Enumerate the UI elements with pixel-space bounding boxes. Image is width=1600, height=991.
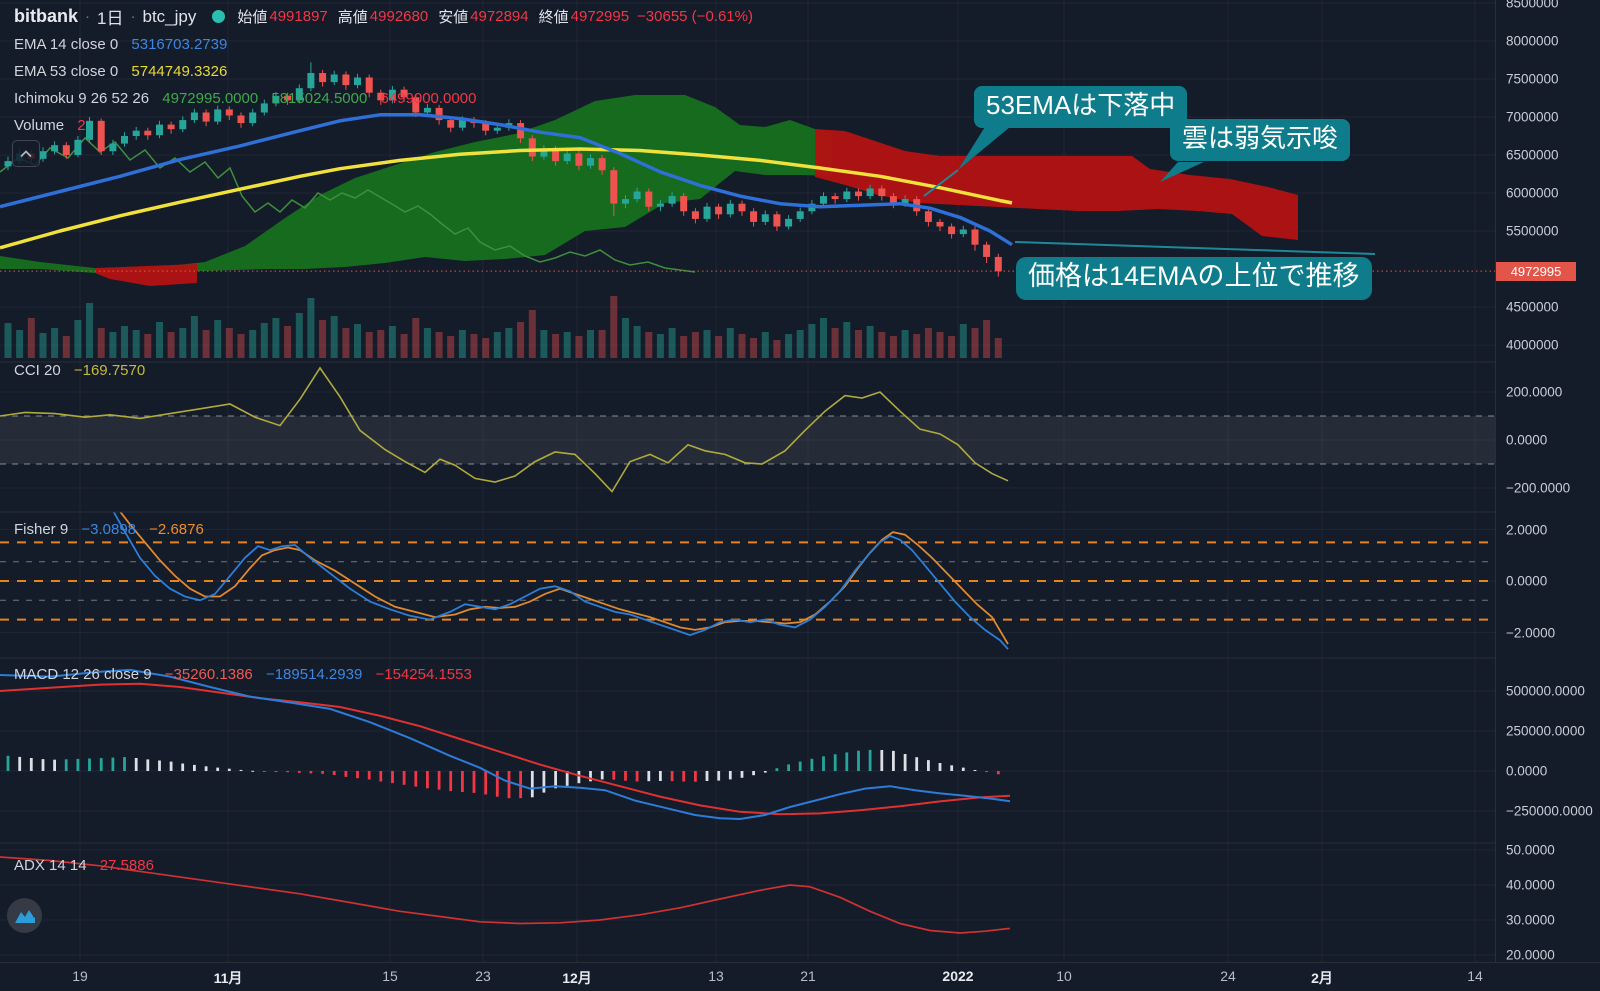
price-tick-label: 30.0000 bbox=[1506, 912, 1555, 928]
chikou-span-line bbox=[0, 136, 696, 273]
main-pane bbox=[0, 62, 1495, 358]
price-tick-label: 4000000 bbox=[1506, 337, 1559, 353]
macd-line bbox=[0, 668, 1011, 821]
callout-price-above-14ema[interactable]: 価格は14EMAの上位で推移 bbox=[1016, 257, 1372, 300]
price-tick-label: 500000.0000 bbox=[1506, 683, 1585, 699]
price-tick-label: 2.0000 bbox=[1506, 522, 1548, 537]
drawn-trendline bbox=[1014, 241, 1376, 255]
macd-pane bbox=[0, 668, 1011, 821]
time-tick-label: 2月 bbox=[1311, 970, 1333, 986]
price-tick-label: 6500000 bbox=[1506, 147, 1559, 163]
adx-line bbox=[0, 856, 1011, 934]
price-tick-label: 0.0000 bbox=[1506, 432, 1548, 448]
platform-logo[interactable] bbox=[7, 898, 42, 933]
time-tick-label: 13 bbox=[708, 968, 724, 984]
price-tick-label: 20.0000 bbox=[1506, 947, 1555, 963]
price-tick-label: 200.0000 bbox=[1506, 384, 1563, 400]
price-tick-label: 50.0000 bbox=[1506, 842, 1555, 858]
time-tick-label: 10 bbox=[1056, 968, 1072, 984]
price-tick-label: 7500000 bbox=[1506, 71, 1559, 87]
current-price-tag: 4972995 bbox=[1496, 261, 1576, 281]
candles bbox=[4, 62, 1002, 277]
price-tick-label: −250000.0000 bbox=[1506, 803, 1593, 819]
time-axis[interactable]: 19 11月 15 23 12月 13 21 2022 10 24 2月 14 bbox=[0, 962, 1600, 991]
price-tick-label: 0.0000 bbox=[1506, 763, 1548, 779]
legend-collapse-button[interactable] bbox=[12, 140, 40, 167]
time-tick-label: 11月 bbox=[213, 970, 243, 986]
fisher-line bbox=[112, 512, 1009, 650]
ichimoku-green-cloud bbox=[0, 95, 832, 273]
time-tick-label: 24 bbox=[1220, 968, 1236, 984]
price-tick-label: 7000000 bbox=[1506, 109, 1559, 125]
time-tick-label: 23 bbox=[475, 968, 491, 984]
ema14-line bbox=[0, 113, 1013, 247]
price-tick-label: 6000000 bbox=[1506, 185, 1559, 201]
time-tick-label: 19 bbox=[72, 968, 88, 984]
price-tick-label: −200.0000 bbox=[1506, 480, 1571, 496]
time-tick-label: 15 bbox=[382, 968, 398, 984]
macd-signal-line bbox=[0, 682, 1011, 816]
time-tick-label: 2022 bbox=[942, 968, 974, 984]
cci-pane bbox=[0, 366, 1495, 493]
cci-line bbox=[0, 366, 1009, 493]
ichimoku-red-cloud bbox=[815, 129, 1298, 240]
volume-bars bbox=[4, 296, 1002, 358]
price-tick-label: 250000.0000 bbox=[1506, 723, 1585, 739]
price-tick-label: 40.0000 bbox=[1506, 877, 1555, 893]
price-tick-label: 5500000 bbox=[1506, 223, 1559, 239]
chevron-up-icon bbox=[20, 149, 32, 157]
price-axis[interactable]: 4972995 8500000 8000000 7500000 7000000 6500… bbox=[1495, 0, 1600, 963]
time-tick-label: 21 bbox=[800, 968, 816, 984]
price-tick-label: 4500000 bbox=[1506, 299, 1559, 315]
time-tick-label: 12月 bbox=[562, 970, 592, 986]
fisher-pane bbox=[0, 512, 1495, 650]
price-tick-label: 8000000 bbox=[1506, 33, 1559, 49]
price-tick-label: −2.0000 bbox=[1506, 625, 1556, 640]
price-tick-label: 8500000 bbox=[1506, 0, 1559, 11]
ema53-line bbox=[0, 147, 1013, 250]
chart-canvas[interactable] bbox=[0, 0, 1495, 962]
mountain-chart-icon bbox=[14, 909, 35, 923]
callout-cloud-bearish[interactable]: 雲は弱気示唆 bbox=[1170, 119, 1351, 161]
callout-53ema-falling[interactable]: 53EMAは下落中 bbox=[974, 86, 1188, 128]
time-tick-label: 14 bbox=[1467, 968, 1483, 984]
adx-pane bbox=[0, 856, 1011, 934]
price-tick-label: 0.0000 bbox=[1506, 573, 1548, 589]
